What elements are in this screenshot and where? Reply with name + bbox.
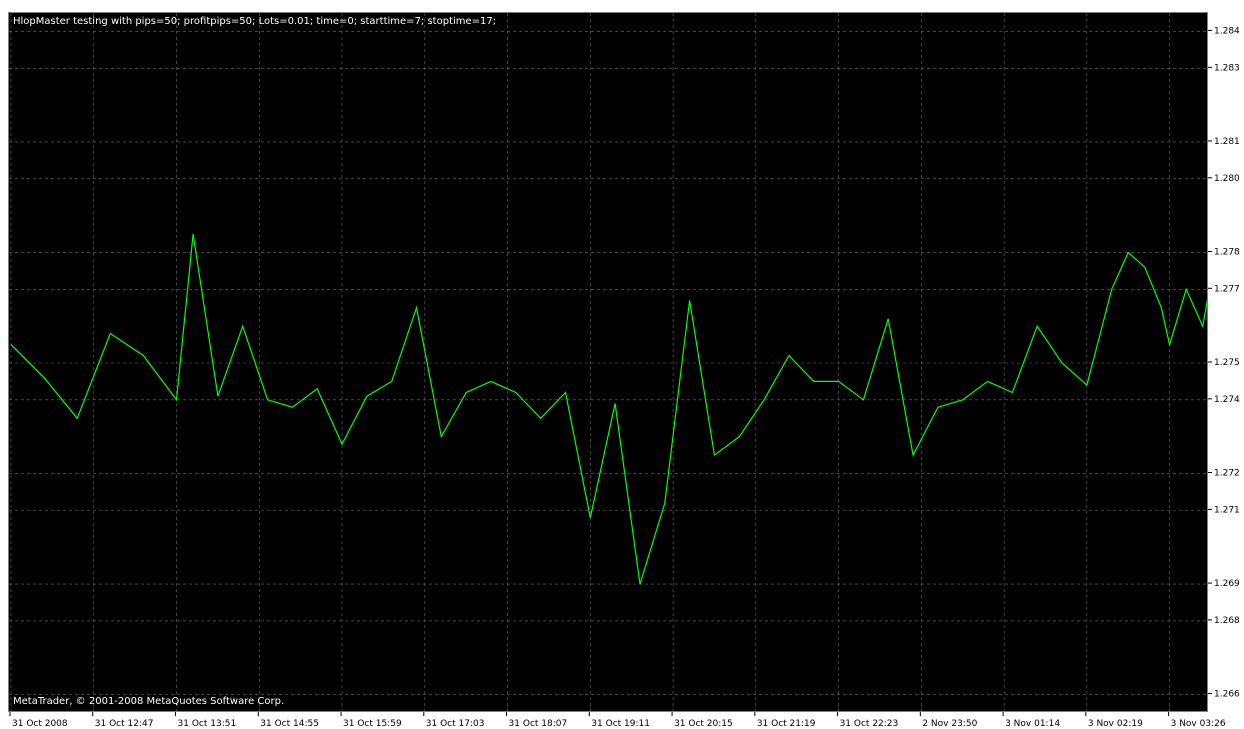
- x-tick-label: 31 Oct 15:59: [343, 719, 402, 729]
- x-tick-label: 31 Oct 2008: [12, 719, 68, 729]
- chart-title: HlopMaster testing with pips=50; profitp…: [13, 16, 497, 27]
- x-tick-label: 3 Nov 01:14: [1005, 719, 1060, 729]
- y-tick-label: 1.272: [1214, 469, 1240, 479]
- x-tick-label: 31 Oct 21:19: [757, 719, 816, 729]
- series-price-line: [10, 234, 1207, 585]
- y-tick-label: 1.268: [1214, 616, 1240, 626]
- x-tick-label: 31 Oct 12:47: [95, 719, 154, 729]
- watermark-copyright: MetaTrader, © 2001-2008 MetaQuotes Softw…: [13, 696, 285, 707]
- x-tick-label: 31 Oct 18:07: [509, 719, 568, 729]
- x-tick-label: 31 Oct 13:51: [178, 719, 237, 729]
- y-tick-label: 1.266: [1214, 690, 1240, 700]
- y-tick-label: 1.277: [1214, 284, 1240, 294]
- x-tick-label: 31 Oct 19:11: [591, 719, 650, 729]
- y-tick-label: 1.283: [1214, 63, 1240, 73]
- plot-area[interactable]: HlopMaster testing with pips=50; profitp…: [8, 12, 1208, 712]
- y-tick-label: 1.274: [1214, 395, 1240, 405]
- y-tick-label: 1.275: [1214, 358, 1240, 368]
- x-tick-label: 31 Oct 14:55: [260, 719, 319, 729]
- chart-svg: [9, 13, 1207, 711]
- y-tick-label: 1.281: [1214, 137, 1240, 147]
- x-tick-label: 3 Nov 03:26: [1171, 719, 1226, 729]
- y-tick-label: 1.284: [1214, 26, 1240, 36]
- x-tick-label: 2 Nov 23:50: [922, 719, 977, 729]
- x-tick-label: 3 Nov 02:19: [1088, 719, 1143, 729]
- x-tick-label: 31 Oct 20:15: [674, 719, 733, 729]
- y-tick-label: 1.269: [1214, 579, 1240, 589]
- y-tick-label: 1.278: [1214, 247, 1240, 257]
- y-tick-label: 1.280: [1214, 174, 1240, 184]
- y-tick-label: 1.271: [1214, 505, 1240, 515]
- x-tick-label: 31 Oct 17:03: [426, 719, 485, 729]
- x-tick-label: 31 Oct 22:23: [840, 719, 899, 729]
